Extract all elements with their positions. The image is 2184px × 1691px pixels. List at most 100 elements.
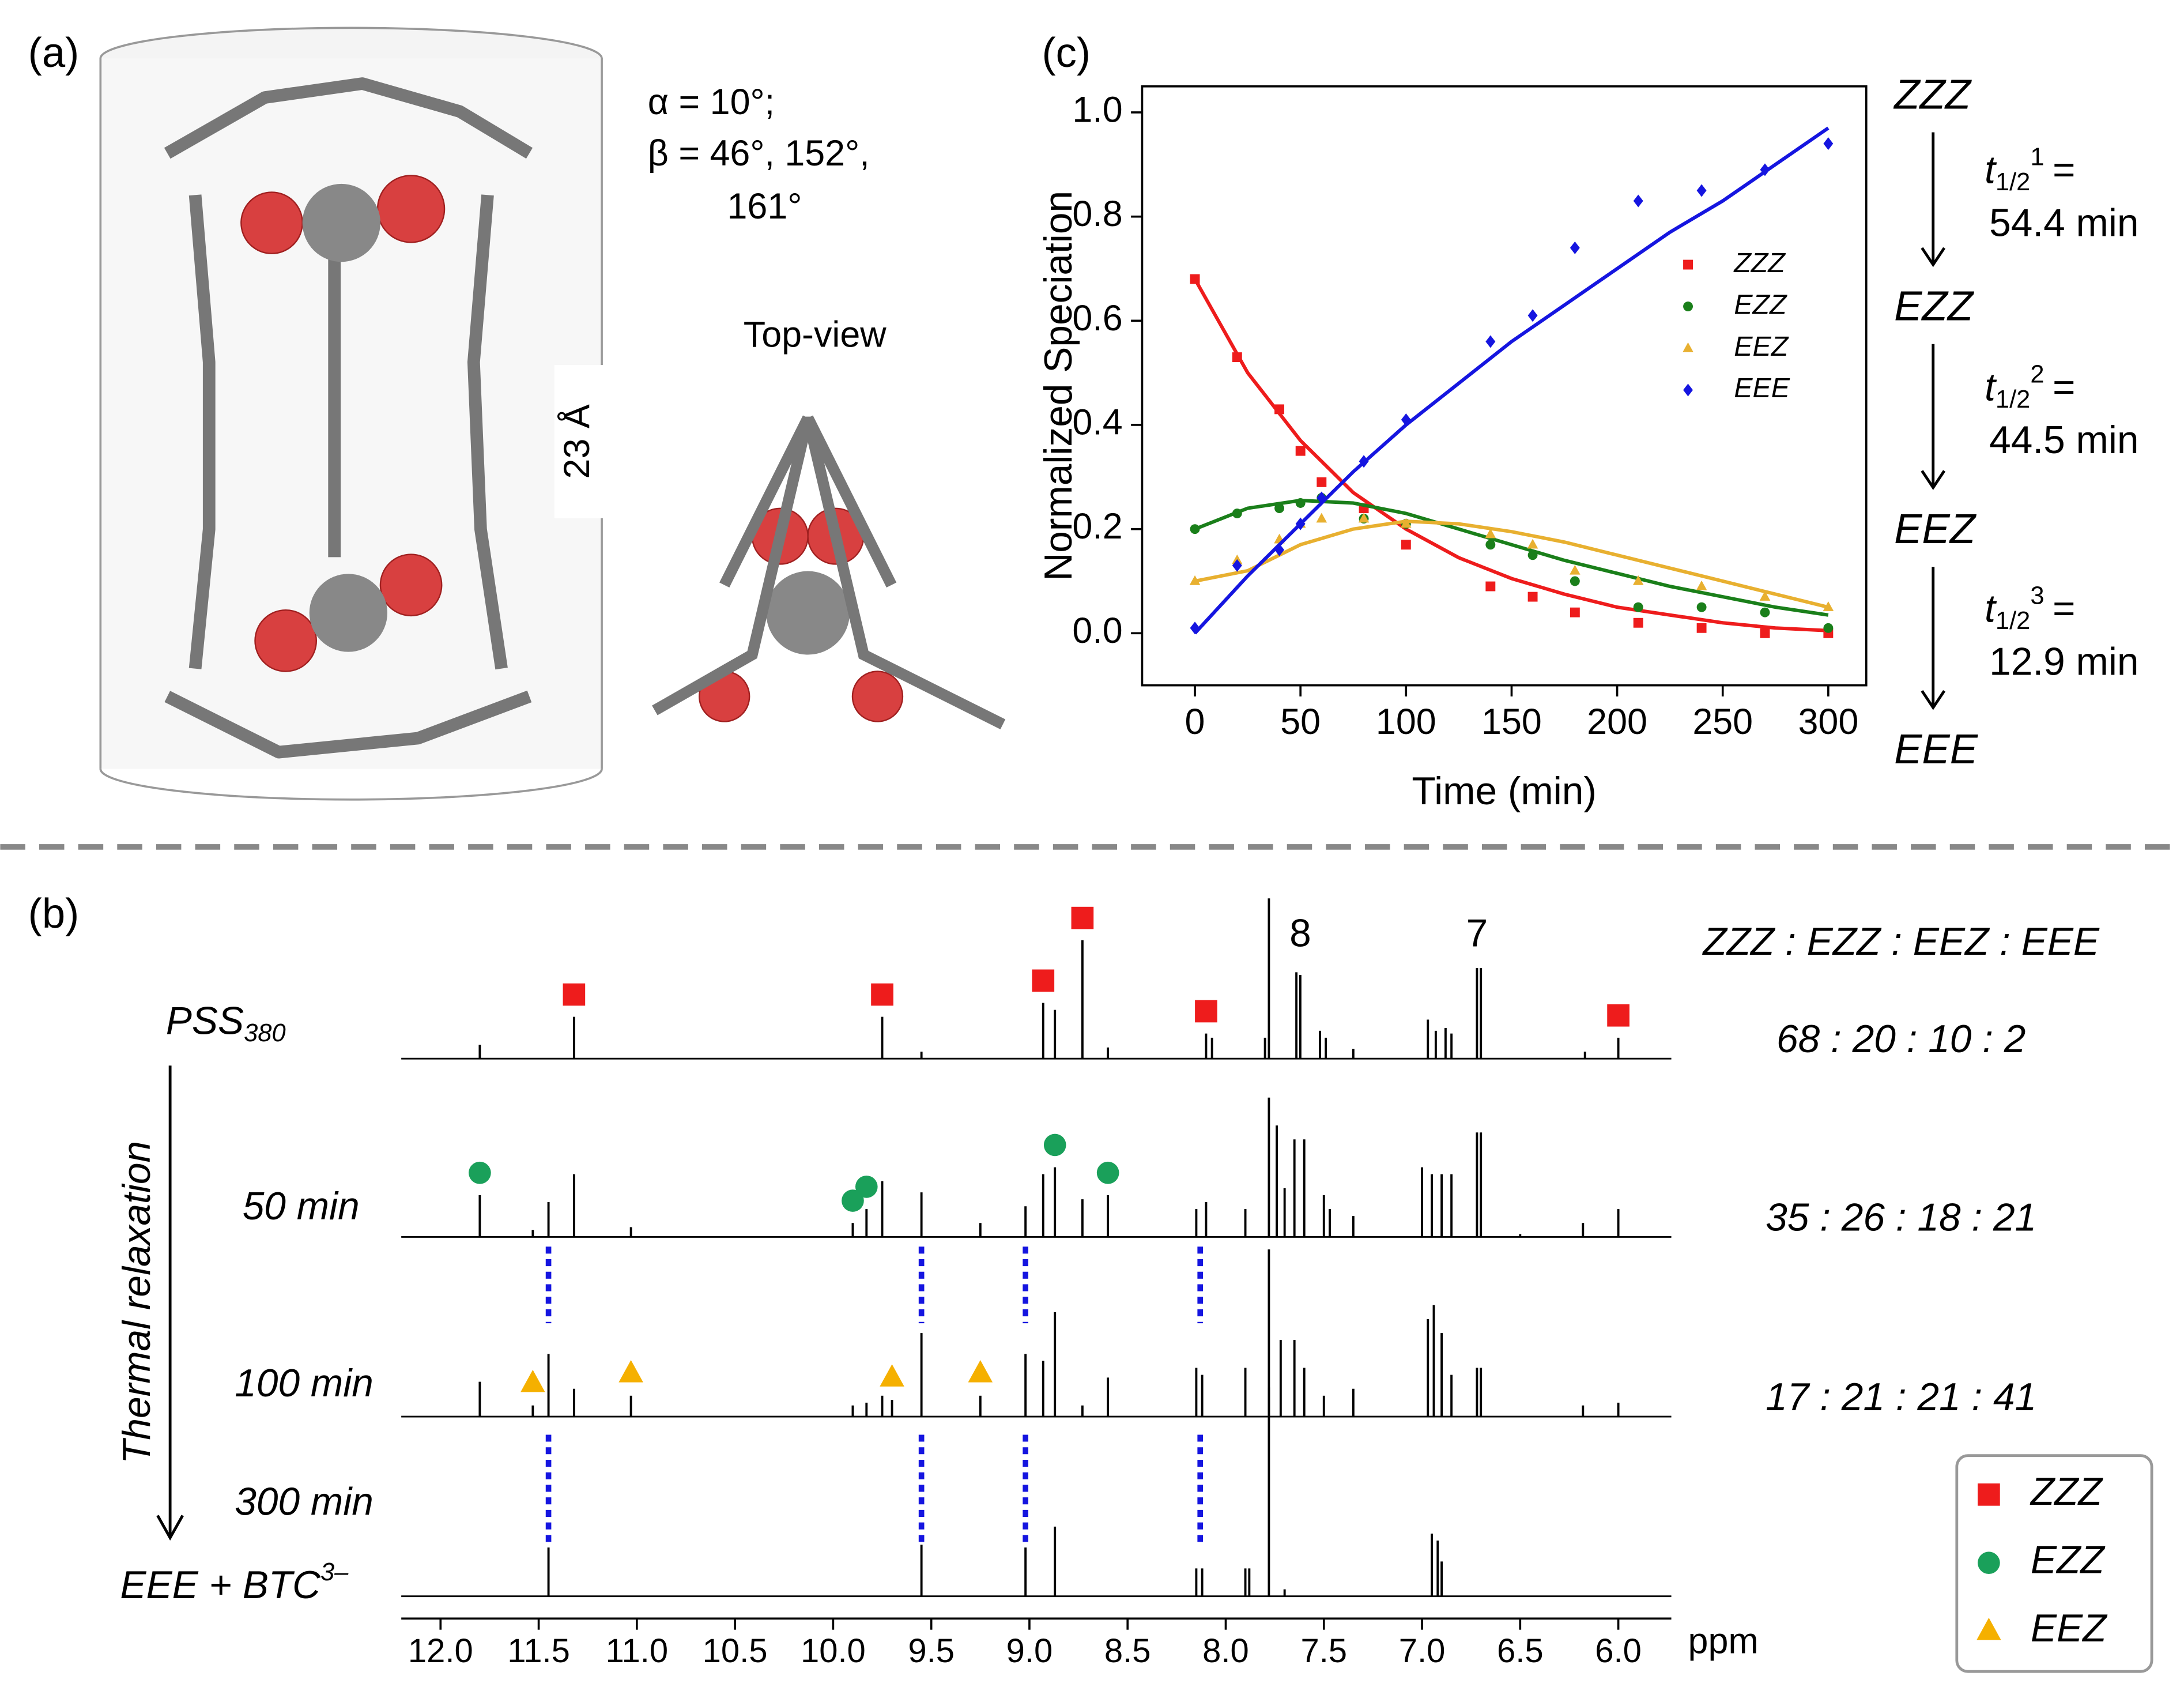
species-marker [520,1369,545,1392]
data-point [1485,581,1496,592]
data-point [1570,607,1580,617]
y-axis-label: Normalized Speciation [1037,191,1080,581]
ratio-label: 68 : 20 : 10 : 2 [1776,1018,2025,1061]
data-point [1485,540,1496,550]
data-point [1232,559,1242,572]
data-point [1760,163,1770,176]
legend-box [1955,1454,2153,1673]
legend-marker [1683,259,1693,270]
angle-text: β = 46°, 152°, [648,133,870,174]
half-life-symbol: t [1985,587,1997,630]
spectrum-label-text: 100 min [235,1362,374,1405]
data-point [1696,184,1707,197]
peak-label: 7 [1466,912,1488,955]
spectrum-label: 300 min [235,1480,374,1523]
data-point [1189,575,1201,585]
x-tick-label: 150 [1481,702,1542,742]
half-life-equals: = [2053,587,2076,630]
data-point [1317,491,1327,504]
y-tick-label: 0.8 [1072,194,1122,234]
y-tick-label: 1.0 [1072,90,1122,130]
half-life-label: t1/21 = [1985,144,2075,196]
scheme-arrowhead [1921,470,1946,490]
angle-text: 161° [727,186,802,227]
x-tick-label: 12.0 [408,1633,473,1670]
spectrum-label-text: 50 min [243,1185,360,1228]
x-tick-label: 7.5 [1300,1633,1347,1670]
species-marker [618,1359,643,1383]
half-life-superscript: 2 [2030,361,2044,389]
data-point [1295,498,1306,508]
fit-line [1193,278,1829,632]
ratio-header: ZZZ : EZZ : EEZ : EEE [1702,920,2099,963]
x-tick-label: 100 [1376,702,1436,742]
data-point [1570,241,1580,254]
panel-label: (b) [28,890,80,937]
half-life-symbol: t [1985,148,1997,191]
species-marker [842,1189,864,1212]
data-point [1570,576,1580,586]
ratio-label: 17 : 21 : 21 : 41 [1766,1376,2036,1419]
species-marker [1043,1133,1066,1157]
x-tick-label: 11.5 [507,1633,570,1670]
data-point [1823,623,1834,633]
legend-marker [1978,1551,2000,1575]
data-point [1295,446,1306,456]
x-axis-label: ppm [1688,1621,1759,1661]
data-point [1696,623,1707,633]
peak-label: 8 [1289,912,1311,955]
legend-marker [1683,383,1693,397]
species-marker [1607,1004,1629,1027]
data-point [1527,309,1538,322]
spectrum-label-text: EEE + BTC [120,1564,321,1607]
x-tick-label: 8.0 [1202,1633,1249,1670]
legend-label: ZZZ [2030,1470,2104,1513]
half-life-label: t1/23 = [1985,582,2075,635]
data-point [1527,538,1538,549]
plot-frame [1141,85,1868,687]
legend-marker [1976,1617,2001,1640]
species-marker [968,1359,993,1383]
data-point [1232,509,1242,519]
data-point [1485,335,1496,348]
species-label: EEZ [1894,506,1977,552]
half-life-value: 12.9 min [1989,640,2138,683]
species-marker [563,983,586,1006]
data-point [1633,602,1643,612]
data-point [1760,628,1770,638]
legend-label: EEZ [2031,1607,2108,1650]
species-marker [1195,1000,1217,1023]
data-point [1316,513,1327,523]
data-point [1274,503,1285,513]
data-point [1759,590,1771,601]
x-tick-label: 11.0 [606,1633,669,1670]
legend-marker [1683,342,1693,352]
angle-text: α = 10°; [648,82,775,122]
scheme-arrowhead [1921,690,1946,710]
species-label: EZZ [1894,283,1975,329]
data-point [1696,580,1707,590]
y-tick-label: 0.2 [1072,506,1122,547]
species-marker [880,1364,904,1387]
molecule-illustration [0,27,2184,850]
species-label: EEE [1894,726,1979,773]
data-point [1359,455,1369,468]
x-tick-label: 7.0 [1399,1633,1446,1670]
y-tick-label: 0.0 [1072,611,1122,651]
data-point [1274,543,1285,556]
x-axis-label: Time (min) [1412,770,1597,813]
half-life-value: 44.5 min [1989,419,2138,462]
half-life-subscript: 1/2 [1996,386,2030,413]
x-tick-label: 200 [1587,702,1647,742]
spectrum-label: 100 min [235,1362,374,1405]
x-tick-label: 6.0 [1595,1633,1642,1670]
scheme-arrowhead [1921,247,1946,268]
spectrum-label-superscript: 3– [320,1559,349,1587]
data-point [1823,137,1834,150]
data-point [1401,540,1411,550]
x-tick-label: 300 [1798,702,1858,742]
data-point [1760,607,1770,617]
half-life-equals: = [2053,148,2076,191]
data-point [1633,617,1643,628]
